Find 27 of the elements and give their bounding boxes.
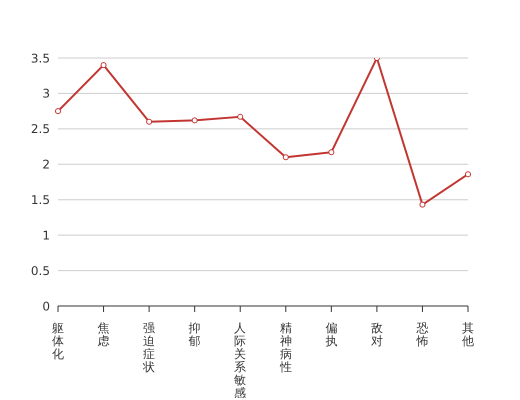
point	[282, 154, 289, 160]
x-tick-label: 人际关系敏感	[234, 321, 246, 400]
x-tick-label: 躯体化	[52, 321, 64, 361]
point	[419, 202, 426, 208]
point	[328, 149, 334, 156]
x-tick-label: 焦虑	[98, 321, 110, 348]
x-tick-label: 其他	[462, 321, 474, 348]
y-tick-label: 2.5	[30, 122, 50, 136]
y-tick-label: 2	[42, 158, 50, 172]
x-tick-label: 强迫症状	[142, 321, 156, 374]
x-tick-label: 精神病性	[278, 321, 292, 374]
y-tick-label: 0	[42, 299, 50, 314]
point	[192, 117, 198, 124]
x-tick-label: 敌对	[370, 321, 383, 348]
x-tick-label: 抑郁	[188, 321, 201, 348]
y-tick-label: 0.5	[30, 264, 50, 278]
y-tick-label: 1	[42, 228, 50, 242]
y-tick-label: 3	[42, 86, 50, 101]
point	[237, 114, 244, 120]
y-tick-label: 1.5	[30, 192, 50, 207]
point	[55, 108, 61, 114]
x-tick-label: 恐怖	[415, 321, 428, 348]
point	[146, 118, 152, 125]
x-tick-label: 偏执	[325, 321, 338, 348]
point	[100, 62, 107, 68]
point	[465, 171, 471, 178]
y-tick-label: 3.5	[30, 51, 50, 66]
